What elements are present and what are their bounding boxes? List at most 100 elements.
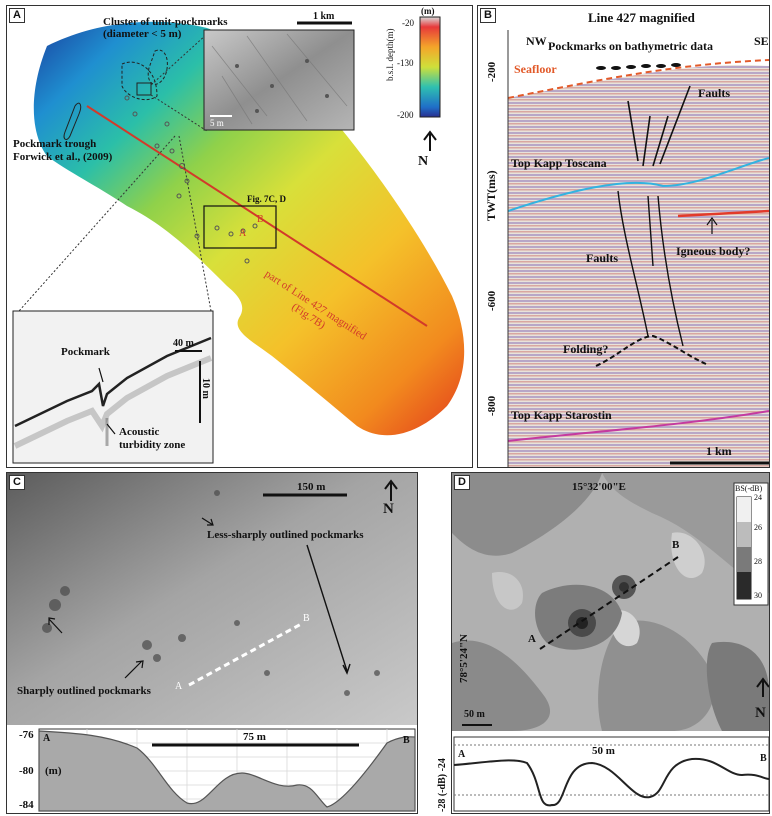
bs-tick-24: 24	[754, 493, 762, 502]
panel-d: D 15°32'00"E 78°5'24"N A B	[451, 472, 770, 814]
faults-lower-label: Faults	[586, 251, 619, 265]
bs-tick-28: 28	[754, 557, 762, 566]
y-axis-title: TWT(ms)	[484, 170, 498, 221]
lat-label: 78°5'24"N	[458, 633, 470, 683]
profile-c-tick-80: -80	[19, 765, 34, 777]
hillshade-map	[7, 473, 417, 812]
point-a-c-label: A	[175, 681, 183, 692]
colorbar-unit: (m)	[421, 6, 435, 16]
fig7cd-box	[203, 205, 277, 249]
panel-c-label: C	[9, 475, 25, 490]
pockmarks-c	[42, 490, 380, 696]
pockmark-trough	[63, 102, 82, 140]
profile-c-tick-84: -84	[19, 799, 34, 811]
profile-d-tick-24: -24	[437, 758, 448, 772]
backscatter-patches	[452, 473, 769, 731]
faults-upper-label: Faults	[698, 86, 731, 100]
panel-b-title: Line 427 magnified	[588, 10, 695, 25]
colorbar-tick-mid: -130	[397, 58, 414, 68]
colorbar-title: b.s.l. depth(m)	[385, 28, 395, 82]
bs-title: BS(-dB)	[735, 484, 763, 493]
upper-faults	[627, 85, 691, 167]
backscatter-map	[452, 473, 769, 812]
profile-d-frame	[453, 736, 769, 812]
sharp-label: Sharply outlined pockmarks	[17, 685, 151, 697]
y-tick-200: -200	[486, 61, 498, 82]
scale-c-label: 150 m	[297, 481, 326, 493]
cluster-box	[136, 82, 152, 96]
profile-10m-label: 10 m	[200, 378, 211, 399]
cluster-label-line2: (diameter < 5 m)	[103, 28, 182, 40]
igneous-body	[677, 209, 769, 218]
profile-d-a: A	[458, 749, 466, 760]
top-kapp-toscana-horizon	[507, 157, 769, 212]
profile-c-unit: (m)	[45, 765, 62, 777]
north-d-label: N	[755, 705, 766, 721]
profile-d-unit: (-dB)	[437, 773, 448, 797]
north-label-a: N	[418, 154, 429, 169]
profile-c-a: A	[43, 733, 51, 744]
seismic-section	[507, 30, 769, 467]
north-arrow-d	[756, 677, 769, 697]
point-a-d-label: A	[528, 633, 536, 645]
bs-tick-26: 26	[754, 523, 762, 532]
igneous-label: Igneous body?	[676, 244, 751, 258]
folding-label: Folding?	[563, 342, 609, 356]
panel-a-label: A	[9, 8, 25, 23]
seismic-data	[508, 30, 769, 467]
y-tick-600: -600	[486, 290, 498, 311]
scale-1km-label: 1 km	[313, 11, 335, 22]
seafloor-horizon	[507, 59, 769, 99]
pockmark-markers	[596, 63, 681, 70]
panel-b-label: B	[480, 8, 496, 23]
panel-a: A	[6, 5, 473, 468]
nw-label: NW	[526, 34, 547, 48]
fig-ref-label: Fig. 7C, D	[247, 194, 286, 204]
less-sharp-label: Less-sharply outlined pockmarks	[207, 529, 364, 541]
profile-c-b: B	[403, 735, 410, 746]
profile-c-tick-76: -76	[19, 729, 34, 741]
profile-d-scale-label: 50 m	[592, 745, 615, 757]
top-kapp-toscana-label: Top Kapp Toscana	[511, 156, 607, 170]
panel-d-label: D	[454, 475, 470, 490]
point-b-d-label: B	[672, 539, 680, 551]
colorbar	[419, 16, 441, 118]
profile-c-scale-label: 75 m	[243, 731, 266, 743]
colorbar-tick-top: -20	[402, 18, 414, 28]
profile-40m-label: 40 m	[173, 338, 194, 349]
lower-faults	[617, 190, 684, 347]
panel-c: C	[6, 472, 418, 814]
profile-pockmark-label: Pockmark	[61, 346, 110, 358]
top-kapp-starostin-label: Top Kapp Starostin	[511, 408, 612, 422]
profile-d-b: B	[760, 753, 767, 764]
colorbar-tick-bottom: -200	[397, 110, 414, 120]
north-c-label: N	[383, 501, 394, 517]
y-tick-800: -800	[486, 395, 498, 416]
acoustic-line1: Acoustic	[119, 426, 160, 438]
seafloor-label: Seafloor	[514, 62, 557, 76]
top-kapp-starostin-horizon	[507, 410, 769, 442]
profile-c-curve	[38, 730, 416, 812]
cluster-label: Cluster of unit-pockmarks (diameter < 5 …	[103, 16, 227, 40]
profile-d-curve	[453, 757, 769, 807]
acoustic-line2: turbidity zone	[119, 439, 186, 451]
north-arrow	[423, 130, 437, 151]
lon-label: 15°32'00"E	[572, 481, 626, 493]
profile-line-c	[188, 621, 304, 687]
trough-line1: Pockmark trough	[13, 138, 97, 150]
cluster-label-line1: Cluster of unit-pockmarks	[103, 16, 228, 28]
acoustic-label: Acoustic turbidity zone	[119, 426, 185, 452]
se-label: SE	[754, 34, 769, 48]
point-b-label: B	[257, 214, 264, 225]
inset-scale-label: 5 m	[210, 118, 224, 128]
profile-d-tick-28: -28	[437, 798, 448, 812]
bathymetry-map	[12, 16, 465, 464]
hillshade-surface	[7, 473, 417, 725]
point-b-c-label: B	[303, 613, 310, 624]
pockmarks-bathy-label: Pockmarks on bathymetric data	[548, 39, 713, 53]
trough-line2: Forwick et al., (2009)	[13, 151, 113, 163]
panel-b: B	[477, 5, 770, 468]
scale-b-label: 1 km	[706, 444, 732, 458]
seismic-profile-inset	[12, 310, 214, 464]
bs-tick-30: 30	[754, 591, 762, 600]
